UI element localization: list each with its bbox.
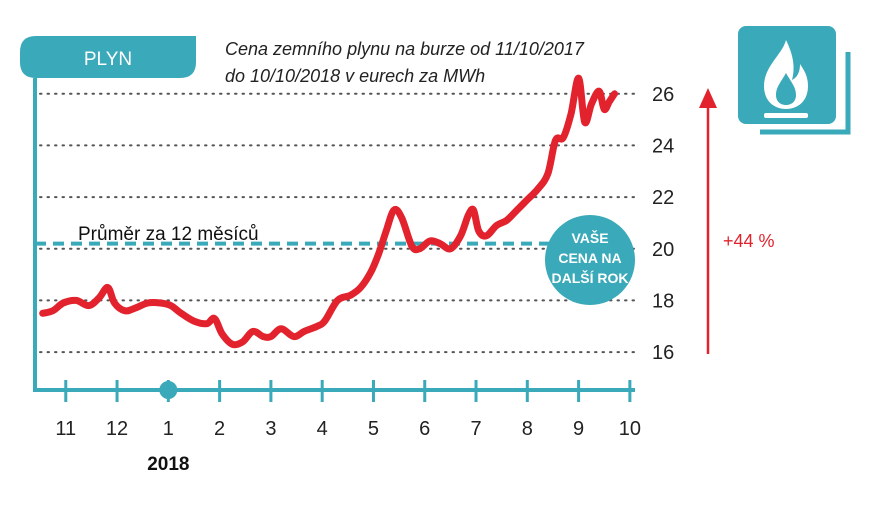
x-tick-label: 10	[619, 418, 641, 440]
price-line	[39, 74, 618, 349]
year-marker-dot	[159, 381, 178, 399]
x-tick-labels: 11 12 1 2 3 4 5 6 7 8 9 10	[55, 418, 641, 440]
x-tick-label: 12	[106, 418, 128, 440]
x-tick-label: 11	[55, 418, 76, 440]
y-tick-label: 16	[652, 342, 674, 364]
y-tick-labels: 16 18 20 22 24 26	[652, 84, 674, 364]
your-price-line3: DALŠÍ ROK	[552, 269, 629, 286]
x-tick-label: 2	[214, 418, 225, 440]
x-tick-label: 1	[163, 418, 174, 440]
y-tick-label: 18	[652, 290, 674, 312]
x-tick-label: 7	[470, 418, 481, 440]
chart-title-line1: Cena zemního plynu na burze od 11/10/201…	[225, 39, 585, 59]
x-tick-label: 8	[522, 418, 533, 440]
x-tick-label: 5	[368, 418, 379, 440]
chart-title-line2: do 10/10/2018 v eurech za MWh	[225, 66, 485, 86]
badge-label: PLYN	[84, 49, 132, 70]
x-tick-label: 9	[573, 418, 584, 440]
your-price-line1: VAŠE	[571, 229, 608, 246]
x-tick-label: 6	[419, 418, 430, 440]
y-tick-label: 24	[652, 135, 674, 157]
your-price-circle: VAŠE CENA NA DALŠÍ ROK	[545, 215, 635, 305]
average-label: Průměr za 12 měsíců	[78, 224, 259, 245]
change-arrow	[699, 88, 717, 354]
x-tick-label: 3	[265, 418, 276, 440]
flame-icon	[738, 26, 851, 135]
y-tick-label: 22	[652, 187, 674, 209]
change-label: +44 %	[723, 231, 775, 251]
x-ticks	[64, 380, 632, 402]
y-tick-label: 20	[652, 239, 674, 261]
x-tick-label: 4	[317, 418, 328, 440]
year-label: 2018	[147, 454, 189, 475]
y-tick-label: 26	[652, 84, 674, 106]
plyn-badge: PLYN	[20, 36, 196, 78]
your-price-line2: CENA NA	[558, 250, 621, 266]
